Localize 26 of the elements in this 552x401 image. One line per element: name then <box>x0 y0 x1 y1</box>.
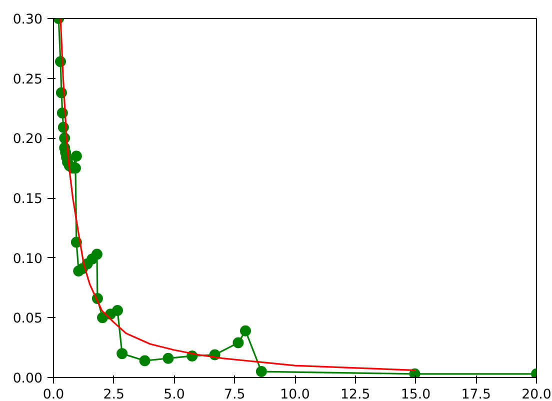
point <box>240 325 251 336</box>
point <box>112 304 123 316</box>
y-tick-label: 0.00 <box>12 372 43 386</box>
x-tick-label: 5.0 <box>164 388 185 401</box>
y-tick-label: 0.15 <box>12 192 43 207</box>
point <box>162 352 174 364</box>
point <box>232 337 244 348</box>
x-tick-label: 17.5 <box>461 388 491 401</box>
point <box>116 348 128 360</box>
point <box>70 150 82 162</box>
x-tick-label: 0.0 <box>42 388 64 401</box>
x-tick-label: 20.0 <box>522 388 552 401</box>
x-tick-label: 12.5 <box>340 388 370 401</box>
x-tick-label: 2.5 <box>103 388 124 401</box>
x-tick-label: 7.5 <box>224 388 246 401</box>
y-tick-label: 0.30 <box>12 12 43 28</box>
y-tick-label: 0.25 <box>12 72 43 88</box>
point <box>139 355 150 366</box>
point <box>409 368 420 378</box>
y-tick-label: 0.20 <box>12 132 43 148</box>
point <box>91 248 102 260</box>
x-tick-label: 15.0 <box>400 388 431 401</box>
point <box>256 366 267 378</box>
y-tick-label: 0.05 <box>12 312 43 327</box>
y-tick-label: 0.10 <box>12 252 43 267</box>
x-tick-label: 10.0 <box>280 388 310 401</box>
